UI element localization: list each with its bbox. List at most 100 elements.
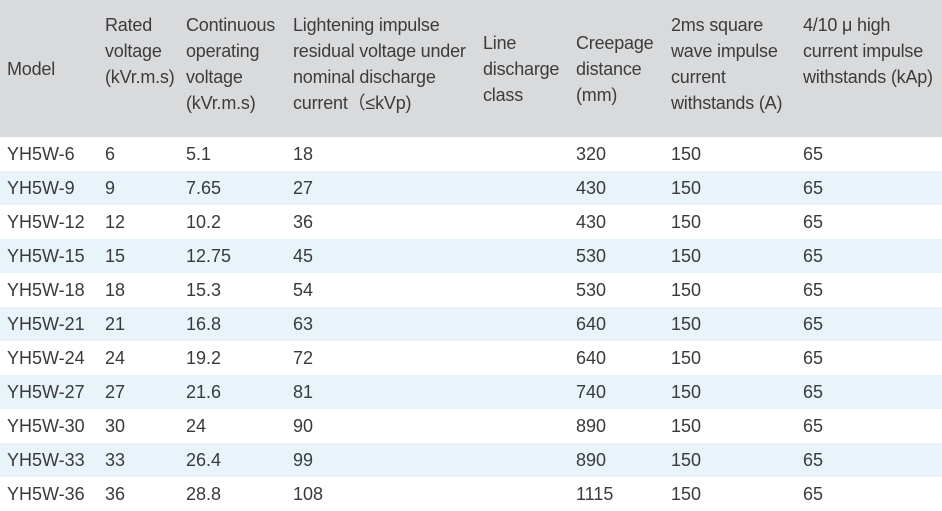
continuous-voltage-cell: 24 [179, 409, 286, 443]
residual-voltage-cell: 63 [286, 307, 476, 341]
rated-voltage-cell: 21 [98, 307, 179, 341]
col-header-rated-voltage: Rated voltage (kVr.m.s) [98, 0, 179, 137]
high-current-cell-value: 65 [803, 143, 824, 164]
header-line: Model [7, 58, 56, 79]
rated-voltage-cell-value: 24 [105, 347, 126, 368]
square-wave-current-cell-value: 150 [671, 415, 702, 436]
model-cell-value: YH5W-33 [7, 449, 85, 470]
continuous-voltage-cell: 21.6 [179, 375, 286, 409]
header-line: withstands (A) [671, 93, 783, 113]
discharge-class-cell [476, 137, 569, 171]
rated-voltage-cell: 27 [98, 375, 179, 409]
rated-voltage-cell: 6 [98, 137, 179, 171]
creepage-distance-cell: 530 [569, 273, 664, 307]
high-current-cell: 65 [796, 375, 942, 409]
discharge-class-cell [476, 409, 569, 443]
col-header-model: Model [0, 0, 98, 137]
header-line: current impulse [803, 41, 924, 61]
rated-voltage-cell-value: 33 [105, 449, 126, 470]
continuous-voltage-cell: 15.3 [179, 273, 286, 307]
rated-voltage-cell: 24 [98, 341, 179, 375]
high-current-cell-value: 65 [803, 177, 824, 198]
continuous-voltage-cell: 7.65 [179, 171, 286, 205]
header-line: withstands (kAp) [803, 67, 933, 87]
model-cell: YH5W-33 [0, 443, 98, 477]
square-wave-current-cell: 150 [664, 341, 796, 375]
header-line: wave impulse [671, 41, 778, 61]
high-current-cell: 65 [796, 443, 942, 477]
table-row: YH5W-6 6 5.1 18 320 150 65 [0, 137, 942, 171]
model-cell: YH5W-24 [0, 341, 98, 375]
rated-voltage-cell: 18 [98, 273, 179, 307]
square-wave-current-cell: 150 [664, 171, 796, 205]
rated-voltage-cell-value: 15 [105, 245, 126, 266]
creepage-distance-cell: 530 [569, 239, 664, 273]
model-cell-value: YH5W-9 [7, 177, 75, 198]
header-line: residual voltage under [293, 41, 466, 61]
model-cell-value: YH5W-36 [7, 483, 85, 504]
rated-voltage-cell: 9 [98, 171, 179, 205]
residual-voltage-cell-value: 54 [293, 279, 314, 300]
discharge-class-cell [476, 341, 569, 375]
model-cell: YH5W-6 [0, 137, 98, 171]
header-line: current [671, 67, 726, 87]
residual-voltage-cell-value: 108 [293, 483, 324, 504]
creepage-distance-cell: 890 [569, 443, 664, 477]
square-wave-current-cell: 150 [664, 307, 796, 341]
square-wave-current-cell-value: 150 [671, 449, 702, 470]
high-current-cell-value: 65 [803, 347, 824, 368]
col-header-high-current-impulse: 4/10 μ high current impulse withstands (… [796, 0, 942, 137]
continuous-voltage-cell-value: 26.4 [186, 449, 222, 470]
creepage-distance-cell-value: 430 [576, 211, 607, 232]
header-line: voltage [186, 67, 243, 87]
table-body: YH5W-6 6 5.1 18 320 150 65 YH5W-9 9 7.65 27 430 150 6… [0, 137, 942, 511]
table-row: YH5W-36 36 28.8 108 1115 150 65 [0, 477, 942, 511]
rated-voltage-cell-value: 12 [105, 211, 126, 232]
continuous-voltage-cell-value: 24 [186, 415, 207, 436]
high-current-cell: 65 [796, 341, 942, 375]
discharge-class-cell [476, 307, 569, 341]
square-wave-current-cell-value: 150 [671, 177, 702, 198]
creepage-distance-cell-value: 530 [576, 245, 607, 266]
continuous-voltage-cell: 26.4 [179, 443, 286, 477]
rated-voltage-cell-value: 27 [105, 381, 126, 402]
creepage-distance-cell: 640 [569, 307, 664, 341]
rated-voltage-cell-value: 36 [105, 483, 126, 504]
table-row: YH5W-21 21 16.8 63 640 150 65 [0, 307, 942, 341]
discharge-class-cell [476, 443, 569, 477]
model-cell: YH5W-30 [0, 409, 98, 443]
continuous-voltage-cell-value: 7.65 [186, 177, 222, 198]
creepage-distance-cell: 740 [569, 375, 664, 409]
header-line: discharge [483, 58, 560, 79]
rated-voltage-cell: 30 [98, 409, 179, 443]
model-cell-value: YH5W-24 [7, 347, 85, 368]
model-cell: YH5W-36 [0, 477, 98, 511]
continuous-voltage-cell: 16.8 [179, 307, 286, 341]
table-row: YH5W-30 30 24 90 890 150 65 [0, 409, 942, 443]
model-cell-value: YH5W-27 [7, 381, 85, 402]
creepage-distance-cell-value: 740 [576, 381, 607, 402]
square-wave-current-cell: 150 [664, 375, 796, 409]
header-line: (kVr.m.s) [105, 67, 175, 87]
residual-voltage-cell: 54 [286, 273, 476, 307]
discharge-class-cell [476, 239, 569, 273]
col-header-continuous-voltage: Continuous operating voltage (kVr.m.s) [179, 0, 286, 137]
table-row: YH5W-33 33 26.4 99 890 150 65 [0, 443, 942, 477]
residual-voltage-cell-value: 90 [293, 415, 314, 436]
table-row: YH5W-24 24 19.2 72 640 150 65 [0, 341, 942, 375]
high-current-cell: 65 [796, 205, 942, 239]
residual-voltage-cell-value: 72 [293, 347, 314, 368]
square-wave-current-cell: 150 [664, 409, 796, 443]
discharge-class-cell [476, 205, 569, 239]
model-cell: YH5W-27 [0, 375, 98, 409]
high-current-cell: 65 [796, 239, 942, 273]
residual-voltage-cell: 27 [286, 171, 476, 205]
discharge-class-cell [476, 375, 569, 409]
high-current-cell: 65 [796, 307, 942, 341]
header-line: class [483, 84, 524, 105]
square-wave-current-cell-value: 150 [671, 245, 702, 266]
rated-voltage-cell-value: 30 [105, 415, 126, 436]
rated-voltage-cell: 12 [98, 205, 179, 239]
continuous-voltage-cell-value: 19.2 [186, 347, 222, 368]
